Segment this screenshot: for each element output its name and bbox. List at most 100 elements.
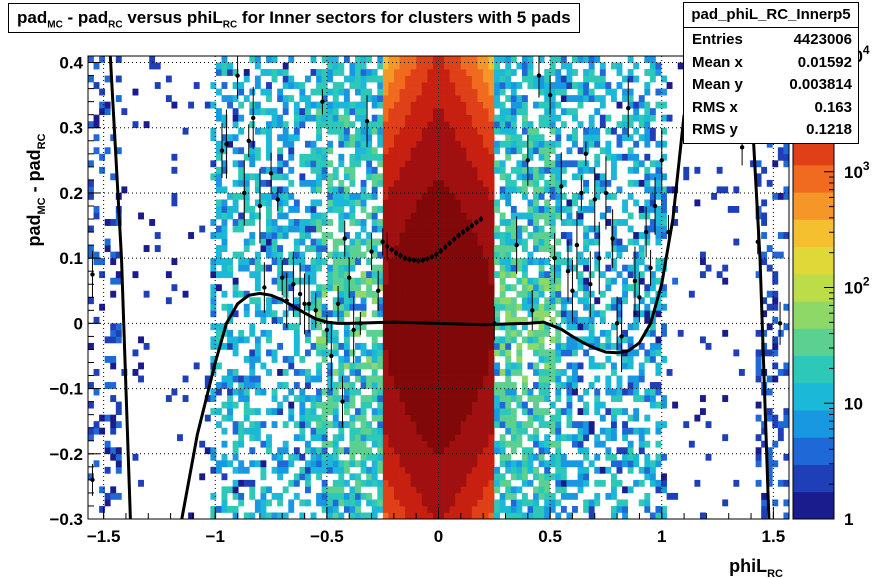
heatmap-cell [610, 388, 617, 396]
heatmap-cell [421, 440, 428, 448]
profile-point [389, 246, 394, 253]
heatmap-cell [566, 69, 573, 76]
heatmap-cell [377, 355, 384, 363]
heatmap-cell [477, 349, 484, 357]
heatmap-cell [288, 82, 295, 89]
heatmap-cell [399, 277, 406, 285]
heatmap-cell [110, 323, 117, 331]
heatmap-cell [349, 499, 356, 507]
heatmap-cell [510, 310, 517, 318]
heatmap-cell [460, 108, 467, 116]
heatmap-cell [449, 147, 456, 155]
heatmap-cell [438, 342, 445, 350]
heatmap-cell [327, 114, 334, 122]
heatmap-cell [622, 284, 629, 292]
heatmap-cell [605, 492, 612, 500]
heatmap-cell [310, 453, 317, 461]
heatmap-cell [527, 127, 534, 135]
heatmap-cell [405, 192, 412, 200]
heatmap-cell [638, 101, 645, 109]
heatmap-cell [516, 342, 523, 350]
heatmap-cell [188, 101, 195, 109]
heatmap-cell [516, 505, 523, 513]
heatmap-cell [382, 414, 389, 422]
heatmap-cell [215, 225, 222, 233]
heatmap-cell [405, 375, 412, 383]
heatmap-cell [249, 447, 256, 455]
heatmap-cell [355, 153, 361, 161]
heatmap-cell [638, 362, 645, 370]
palette-label-base: 10 [844, 279, 863, 298]
heatmap-cell [421, 382, 428, 389]
heatmap-cell [238, 382, 245, 389]
heatmap-cell [549, 316, 556, 324]
heatmap-cell [455, 499, 462, 507]
heatmap-cell [761, 199, 768, 207]
heatmap-cell [421, 297, 428, 305]
heatmap-cell [343, 114, 350, 122]
heatmap-cell [727, 205, 734, 213]
heatmap-cell [510, 473, 517, 481]
heatmap-cell [371, 153, 378, 161]
heatmap-cell [655, 212, 662, 220]
heatmap-cell [777, 232, 784, 239]
heatmap-cell [332, 492, 339, 500]
heatmap-cell [249, 369, 256, 376]
palette-swatch [793, 382, 834, 411]
heatmap-cell [588, 512, 595, 519]
heatmap-cell [505, 199, 512, 207]
heatmap-cell [427, 388, 434, 396]
heatmap-cell [577, 219, 584, 226]
heatmap-cell [766, 408, 773, 416]
heatmap-cell [338, 362, 345, 370]
heatmap-cell [638, 499, 645, 507]
heatmap-cell [583, 75, 590, 83]
heatmap-cell [321, 329, 328, 337]
heatmap-cell [382, 440, 389, 448]
heatmap-cell [655, 179, 662, 187]
heatmap-cell [215, 173, 222, 181]
profile-marker [610, 236, 615, 241]
heatmap-cell [249, 492, 256, 500]
heatmap-cell [360, 362, 367, 370]
heatmap-cell [88, 427, 94, 435]
heatmap-cell [533, 290, 539, 298]
heatmap-cell [538, 114, 545, 122]
heatmap-cell [538, 75, 545, 83]
heatmap-cell [393, 290, 400, 298]
heatmap-cell [327, 271, 334, 279]
heatmap-cell [455, 505, 462, 513]
heatmap-cell [438, 199, 445, 207]
heatmap-cell [538, 408, 545, 416]
heatmap-cell [510, 121, 517, 129]
heatmap-cell [377, 238, 384, 246]
heatmap-cell [471, 460, 478, 468]
heatmap-cell [533, 336, 539, 344]
profile-point [364, 95, 370, 148]
heatmap-cell [460, 499, 467, 507]
heatmap-cell [382, 369, 389, 376]
heatmap-cell [327, 388, 334, 396]
heatmap-cell [432, 323, 439, 331]
profile-marker [342, 236, 347, 241]
heatmap-cell [572, 82, 578, 89]
heatmap-cell [460, 225, 467, 233]
heatmap-cell [310, 395, 317, 402]
heatmap-cell [549, 460, 556, 468]
heatmap-cell [304, 466, 311, 474]
heatmap-cell [755, 355, 762, 363]
heatmap-cell [494, 121, 501, 129]
heatmap-cell [538, 414, 545, 422]
heatmap-cell [304, 395, 311, 402]
heatmap-cell [572, 421, 578, 429]
heatmap-cell [266, 205, 272, 213]
heatmap-cell [444, 134, 450, 142]
heatmap-cell [299, 108, 306, 116]
heatmap-cell [566, 512, 573, 519]
palette-swatch [793, 464, 834, 493]
heatmap-cell [644, 395, 651, 402]
heatmap-cell [343, 323, 350, 331]
heatmap-cell [471, 271, 478, 279]
heatmap-cell [366, 56, 373, 63]
heatmap-cell [171, 166, 178, 174]
